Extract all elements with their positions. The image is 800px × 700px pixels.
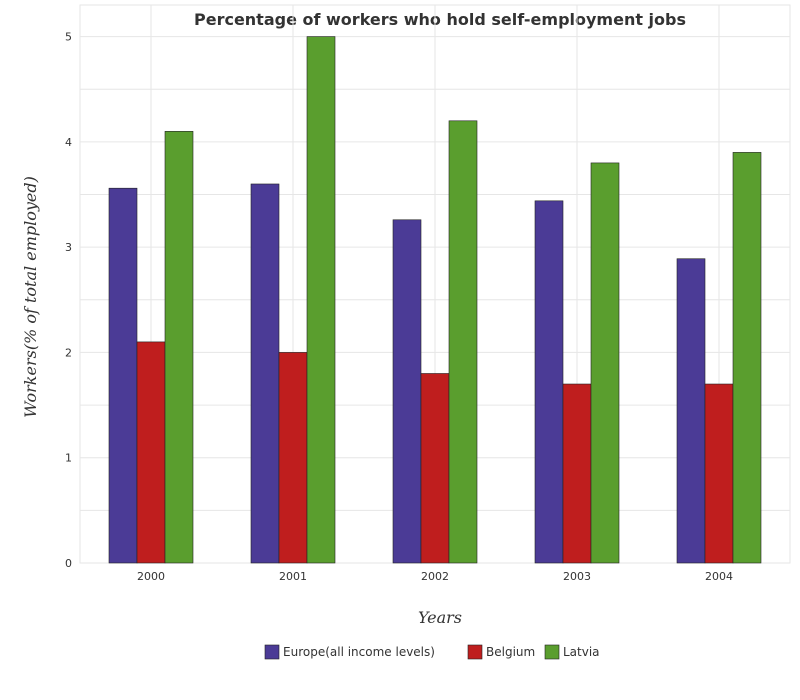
x-tick-label: 2004 [705,570,733,583]
legend-label-latvia: Latvia [563,645,600,659]
bar-belgium-2004 [704,383,734,564]
bar-latvia-2004 [732,152,762,564]
legend-swatch-europe-all-income-levels [264,644,280,660]
y-tick-label: 3 [65,241,72,254]
grid [79,4,791,564]
legend-swatch-belgium [467,644,483,660]
x-tick-label: 2001 [279,570,307,583]
x-tick-label: 2003 [563,570,591,583]
bar-europe-all-income-levels-2001 [250,183,280,564]
bar-latvia-2001 [306,36,336,564]
y-axis-label: Workers(% of total employed) [21,176,40,418]
y-tick-label: 2 [65,346,72,359]
bar-europe-all-income-levels-2004 [676,258,706,564]
bar-belgium-2002 [420,373,450,564]
bar-belgium-2000 [136,341,166,564]
bar-europe-all-income-levels-2000 [108,187,138,564]
bar-latvia-2000 [164,131,194,564]
legend: Europe(all income levels) Belgium Latvia [264,644,600,660]
bar-europe-all-income-levels-2002 [392,219,422,564]
bar-belgium-2001 [278,352,308,564]
x-axis-ticks: 2000 2001 2002 2003 2004 [137,570,733,583]
bar-europe-all-income-levels-2003 [534,200,564,564]
x-axis-label: Years [418,608,462,627]
legend-swatch-latvia [544,644,560,660]
x-tick-label: 2000 [137,570,165,583]
chart-title: Percentage of workers who hold self-empl… [194,10,686,29]
bar-belgium-2003 [562,383,592,564]
legend-label-belgium: Belgium [486,645,535,659]
y-tick-label: 0 [65,557,72,570]
bar-latvia-2002 [448,120,478,564]
y-axis-ticks: 0 1 2 3 4 5 [65,31,72,570]
y-tick-label: 4 [65,136,72,149]
legend-label-europe-all-income-levels: Europe(all income levels) [283,645,435,659]
bars [108,36,762,564]
y-tick-label: 1 [65,452,72,465]
bar-latvia-2003 [590,162,620,564]
y-tick-label: 5 [65,31,72,44]
x-tick-label: 2002 [421,570,449,583]
